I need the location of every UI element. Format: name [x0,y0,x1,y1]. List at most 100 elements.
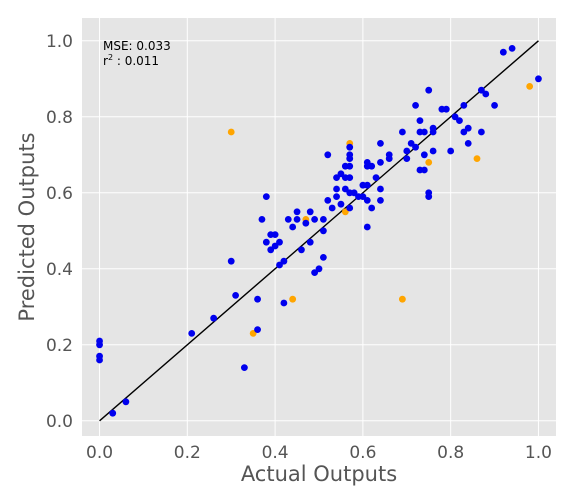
data-point [363,197,371,204]
data-point [333,174,340,182]
data-point [363,181,371,189]
data-point [456,117,463,124]
data-point [385,155,393,163]
data-point [442,105,450,113]
data-point [276,261,283,269]
data-point [464,140,472,147]
data-point [473,155,481,163]
x-axis-label: Actual Outputs [241,462,397,486]
data-point [284,216,292,223]
data-point [412,143,419,151]
data-point [460,102,468,109]
data-point [416,117,424,124]
data-point [464,124,472,132]
data-point [289,223,297,231]
y-tick-labels: 0.0 0.2 0.4 0.6 0.8 1.0 [46,32,73,432]
data-point [407,140,415,147]
data-point [210,314,218,322]
data-point [398,128,406,136]
plot-area [82,18,556,436]
r2-symbol: r [103,54,108,68]
data-point [319,216,327,223]
data-point [346,174,354,182]
data-point [122,398,130,406]
data-point [109,409,117,417]
x-tick-label: 0.4 [262,443,289,463]
data-point [258,216,266,223]
data-point [359,193,367,201]
data-point [254,295,261,303]
data-point [420,128,428,136]
data-point [324,151,332,159]
x-tick-labels: 0.0 0.2 0.4 0.6 0.8 1.0 [86,443,552,463]
data-point [306,208,314,216]
data-point [535,75,542,83]
data-point [477,86,485,94]
r2-annotation: r2 : 0.011 [103,53,159,68]
y-tick-label: 0.6 [46,184,73,204]
data-point [240,364,248,371]
data-point [276,238,283,246]
data-point [333,185,340,193]
data-point [460,128,468,136]
data-point [289,295,297,303]
data-point [227,128,235,136]
data-point [350,189,358,197]
data-point [425,159,433,166]
r2-superscript: 2 [108,53,113,62]
data-point [398,295,406,303]
data-point [377,140,384,147]
data-point [262,238,270,246]
data-point [377,185,384,193]
data-point [337,170,345,178]
data-point [346,143,354,151]
data-point [249,330,257,337]
data-point [254,326,261,333]
data-point [363,223,371,231]
data-point [368,204,376,212]
data-point [262,193,270,201]
y-tick-label: 0.8 [46,108,73,128]
x-tick-label: 0.2 [174,443,201,463]
data-point [420,151,428,159]
data-point [346,162,354,170]
x-tick-label: 1.0 [525,443,552,463]
data-point [306,238,314,246]
data-point [425,193,433,201]
data-point [302,219,310,227]
x-tick-label: 0.8 [437,443,464,463]
data-point [227,257,235,265]
data-point [271,242,279,250]
data-point [311,216,319,223]
data-point [337,200,345,208]
data-point [232,292,240,299]
r2-value: : 0.011 [113,54,159,68]
data-point [482,90,490,98]
mse-annotation: MSE: 0.033 [103,39,171,53]
data-point [324,197,332,204]
data-point [280,299,288,307]
data-point [526,83,534,90]
data-point [188,330,196,337]
data-point [341,208,349,216]
data-point [271,231,279,239]
y-tick-label: 1.0 [46,32,73,52]
data-point [403,147,411,155]
data-point [96,356,103,364]
data-point [477,128,485,136]
data-point [377,159,384,166]
data-point [319,254,327,261]
data-point [429,128,437,136]
data-point [311,269,319,276]
data-point [346,155,354,163]
data-point [333,193,340,201]
data-point [429,147,437,155]
y-tick-label: 0.0 [46,412,73,432]
data-point [499,48,507,56]
x-tick-label: 0.0 [86,443,113,463]
data-point [315,265,323,273]
data-point [508,45,516,52]
data-point [412,102,419,109]
data-point [293,208,301,216]
